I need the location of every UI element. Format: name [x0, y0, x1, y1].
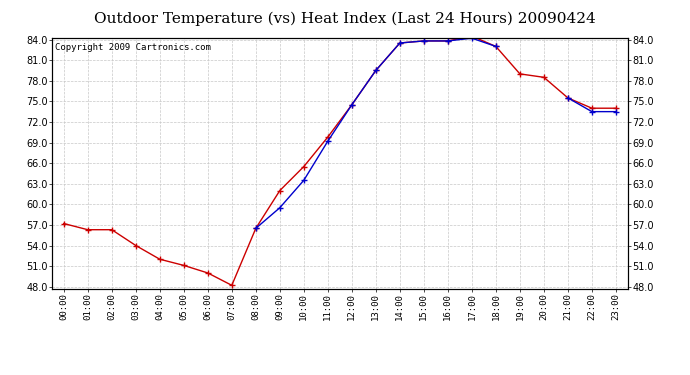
- Text: Outdoor Temperature (vs) Heat Index (Last 24 Hours) 20090424: Outdoor Temperature (vs) Heat Index (Las…: [94, 11, 596, 26]
- Text: Copyright 2009 Cartronics.com: Copyright 2009 Cartronics.com: [55, 42, 210, 51]
